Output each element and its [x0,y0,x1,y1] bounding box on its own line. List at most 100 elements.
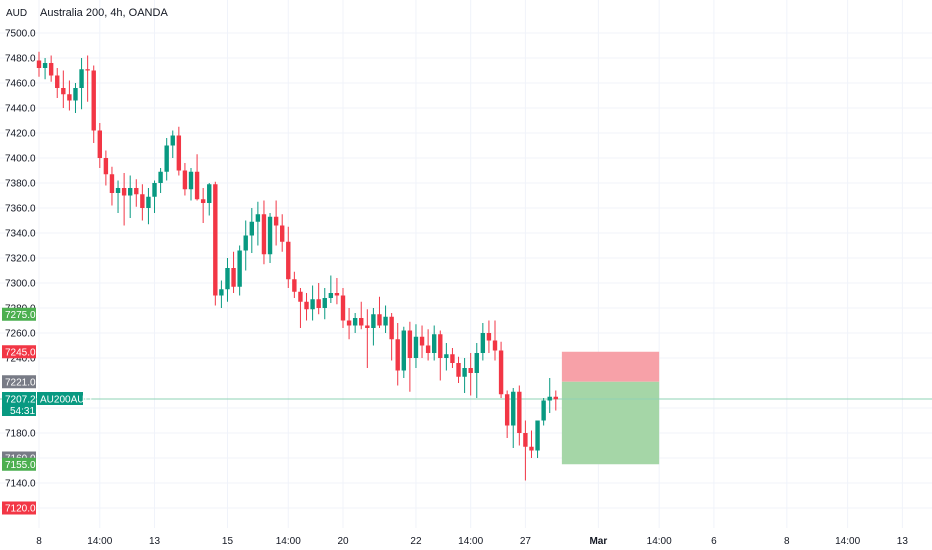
candle-body[interactable] [304,301,309,310]
price-tags: 7275.07245.07221.07207.254:31AU200AUD716… [2,307,92,515]
candle-body[interactable] [164,145,169,172]
candle-body[interactable] [492,340,498,351]
candle-body[interactable] [468,368,473,373]
candle-body[interactable] [310,299,315,310]
candle-body[interactable] [121,188,127,196]
candle-body[interactable] [432,334,437,353]
x-tick-label: 13 [149,536,161,547]
candle-body[interactable] [231,268,236,287]
candle-body[interactable] [438,334,443,358]
candle-body[interactable] [425,345,431,354]
candle-body[interactable] [352,318,358,326]
candles-group[interactable] [36,51,558,481]
candle-body[interactable] [170,135,175,146]
candle-body[interactable] [419,336,425,346]
candle-body[interactable] [55,75,60,89]
x-tick-label: 14:00 [835,536,860,547]
candle-body[interactable] [535,420,540,451]
candle-body[interactable] [486,333,492,341]
candle-body[interactable] [553,396,558,400]
candle-body[interactable] [389,316,394,340]
x-tick-label: 22 [410,536,422,547]
candle-body[interactable] [243,235,248,251]
candle-body[interactable] [517,391,522,433]
candle-body[interactable] [298,291,303,302]
candle-body[interactable] [194,171,200,200]
candle-body[interactable] [200,199,206,203]
candle-body[interactable] [79,69,84,88]
candle-body[interactable] [97,130,102,159]
y-tick-label: 7260.0 [5,329,36,340]
take-profit-zone[interactable] [561,381,660,465]
candle-body[interactable] [225,268,230,290]
candle-body[interactable] [219,289,224,296]
candle-body[interactable] [42,63,48,68]
candle-body[interactable] [498,350,504,395]
candle-body[interactable] [340,295,346,321]
candle-body[interactable] [365,325,370,329]
candle-body[interactable] [480,333,486,353]
candle-body[interactable] [474,353,479,373]
candle-body[interactable] [61,88,66,95]
candle-body[interactable] [128,188,133,196]
candle-body[interactable] [328,293,334,298]
candle-body[interactable] [140,194,145,208]
candle-body[interactable] [371,314,376,328]
candle-body[interactable] [158,171,163,183]
candle-body[interactable] [286,241,291,280]
candle-body[interactable] [413,336,419,358]
price-tag-label: 7155.0 [5,460,36,471]
candle-body[interactable] [462,368,467,377]
candle-body[interactable] [280,225,285,242]
candle-body[interactable] [67,94,72,101]
candle-body[interactable] [395,339,400,371]
candle-body[interactable] [359,318,364,326]
chart-title: Australia 200, 4h, OANDA [40,7,168,19]
candle-body[interactable] [146,196,151,208]
candle-body[interactable] [292,279,297,292]
candle-body[interactable] [134,188,139,195]
candle-body[interactable] [523,433,528,447]
candle-body[interactable] [109,174,115,193]
x-tick-label: 15 [222,536,234,547]
candle-body[interactable] [511,391,516,426]
candle-body[interactable] [249,221,254,236]
candle-body[interactable] [504,394,510,426]
candle-body[interactable] [450,354,455,363]
stop-loss-zone[interactable] [561,351,660,382]
candle-body[interactable] [273,216,279,226]
candle-body[interactable] [213,184,218,296]
candle-body[interactable] [529,446,534,451]
candle-body[interactable] [48,63,54,76]
candle-body[interactable] [255,214,261,222]
candle-body[interactable] [383,316,388,326]
candle-body[interactable] [334,293,340,296]
candle-body[interactable] [237,250,242,287]
candle-body[interactable] [456,363,461,377]
candle-body[interactable] [85,69,90,71]
y-tick-label: 7340.0 [5,229,36,240]
candle-body[interactable] [444,354,449,358]
candle-body[interactable] [267,216,273,255]
candle-body[interactable] [207,184,212,203]
candle-body[interactable] [547,396,552,401]
candle-body[interactable] [316,299,321,308]
candle-body[interactable] [188,171,194,190]
candle-body[interactable] [182,170,188,190]
candle-body[interactable] [115,188,121,193]
candle-body[interactable] [152,183,157,197]
candle-body[interactable] [377,314,382,326]
candle-body[interactable] [541,400,546,421]
candle-body[interactable] [407,330,413,359]
candle-body[interactable] [176,135,182,171]
candle-body[interactable] [73,88,78,101]
candle-body[interactable] [103,158,109,175]
candle-body[interactable] [401,330,406,371]
candle-body[interactable] [261,214,267,255]
x-tick-label: 27 [520,536,532,547]
candle-body[interactable] [322,298,327,308]
candle-body[interactable] [91,70,96,131]
candle-body[interactable] [36,60,42,69]
candle-body[interactable] [346,320,352,326]
